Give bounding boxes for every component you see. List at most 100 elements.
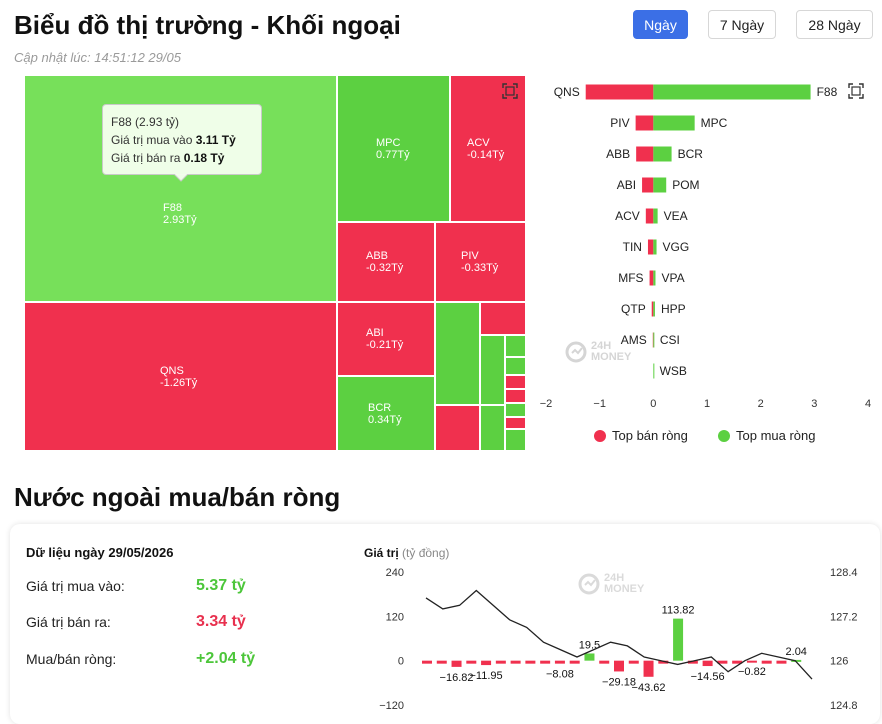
net-bar-label: −14.56 [691, 671, 725, 683]
treemap-tile-bcr[interactable]: BCR 0.34Tỷ [337, 376, 435, 451]
treemap-tile-small[interactable] [480, 335, 505, 405]
y2-tick-label: 126 [830, 656, 848, 668]
sell-label: Giá trị bán ra: [26, 614, 111, 630]
buy-ticker-label: POM [672, 178, 699, 192]
net-bar-label: 19.5 [579, 639, 600, 651]
buy-bar [653, 363, 655, 379]
treemap-tile-small[interactable] [505, 403, 526, 417]
treemap-tile-qns[interactable]: QNS -1.26Tỷ [24, 302, 337, 451]
sell-ticker-label: PIV [610, 116, 629, 130]
watermark-logo: 24H MONEY [578, 573, 644, 595]
sell-bar [635, 115, 654, 131]
sell-ticker-label: TIN [623, 240, 642, 254]
tooltip-buy-value: 3.11 Tỷ [195, 133, 236, 147]
chart-ylabel-text: Giá trị [364, 546, 399, 560]
treemap-tile-small[interactable] [435, 405, 480, 451]
net-bar [584, 653, 595, 661]
treemap-tile-small[interactable] [505, 375, 526, 389]
net-value: +2.04 tỷ [196, 650, 256, 667]
legend-sell-label: Top bán ròng [612, 428, 688, 443]
treemap-tile-small[interactable] [480, 302, 526, 335]
y-tick-label: −120 [379, 700, 404, 712]
x-tick-label: 4 [865, 398, 871, 410]
buy-bar [653, 146, 672, 162]
watermark-line1: 24H [591, 340, 612, 352]
watermark-line2: MONEY [604, 583, 645, 595]
watermark-logo: 24H MONEY [565, 341, 631, 363]
tab-28-days[interactable]: 28 Ngày [796, 10, 873, 39]
net-label: Mua/bán ròng: [26, 651, 117, 667]
y2-tick-label: 124.8 [830, 700, 858, 712]
net-bar-label: −8.08 [546, 669, 574, 681]
tile-value: 0.34Tỷ [368, 413, 402, 426]
treemap: F88 2.93Tỷ MPC 0.77Tỷ ACV -0.14Tỷ ABB -0… [24, 75, 526, 451]
treemap-tile-abi[interactable]: ABI -0.21Tỷ [337, 302, 435, 376]
treemap-tile-small[interactable] [505, 389, 526, 403]
treemap-tile-small[interactable] [505, 429, 526, 451]
tooltip-sell-label: Giá trị bán ra [111, 151, 181, 165]
watermark-text: 24H MONEY [591, 341, 631, 363]
watermark-line1: 24H [604, 572, 625, 584]
tile-ticker: F88 [163, 201, 182, 214]
net-bar [717, 660, 728, 664]
treemap-tile-small[interactable] [480, 405, 505, 451]
buy-bar [653, 84, 811, 100]
x-tick-label: −1 [593, 398, 606, 410]
tile-value: -0.14Tỷ [467, 148, 505, 161]
expand-icon[interactable] [848, 83, 864, 99]
chart-ylabel: Giá trị (tỷ đồng) [364, 546, 449, 560]
net-bar [628, 660, 639, 664]
tooltip-buy: Giá trị mua vào 3.11 Tỷ [111, 131, 253, 149]
net-bar-label: −16.82 [440, 672, 474, 684]
net-bar [422, 660, 432, 664]
treemap-tile-small[interactable] [435, 302, 480, 405]
price-line [425, 589, 813, 680]
tile-value: 0.77Tỷ [376, 148, 410, 161]
legend-sell[interactable]: Top bán ròng [594, 428, 688, 443]
treemap-tile-small[interactable] [505, 357, 526, 375]
sell-ticker-label: ABI [617, 178, 636, 192]
tile-ticker: QNS [160, 364, 184, 377]
treemap-tile-small[interactable] [505, 417, 526, 429]
sell-bar [585, 84, 654, 100]
expand-icon[interactable] [502, 83, 518, 99]
net-bar-label: −43.62 [632, 682, 666, 694]
sell-bar [645, 208, 654, 224]
treemap-tile-small[interactable] [505, 335, 526, 357]
sell-ticker-label: QNS [554, 85, 580, 99]
net-bar [525, 660, 536, 664]
treemap-tile-mpc[interactable]: MPC 0.77Tỷ [337, 75, 450, 222]
sell-bar [649, 270, 654, 286]
treemap-tile-abb[interactable]: ABB -0.32Tỷ [337, 222, 435, 302]
tab-7-days[interactable]: 7 Ngày [708, 10, 776, 39]
tile-value: -0.21Tỷ [366, 339, 404, 351]
tile-ticker: ABI [366, 327, 384, 339]
net-bar-label: −11.95 [470, 670, 503, 682]
legend-buy[interactable]: Top mua ròng [718, 428, 816, 443]
net-bar [481, 660, 492, 666]
net-bar [540, 660, 551, 664]
net-bar [673, 618, 684, 661]
y2-tick-label: 128.4 [830, 567, 858, 579]
net-bar-label: 2.04 [786, 646, 807, 658]
net-bar [451, 660, 462, 667]
buy-value: 5.37 tỷ [196, 577, 246, 594]
legend-sell-dot [594, 429, 606, 442]
y2-tick-label: 127.2 [830, 611, 858, 623]
x-tick-label: 0 [650, 398, 656, 410]
buy-bar [653, 208, 658, 224]
x-tick-label: 2 [758, 398, 764, 410]
treemap-tile-piv[interactable]: PIV -0.33Tỷ [435, 222, 526, 302]
sell-ticker-label: AMS [621, 333, 647, 347]
net-bar [643, 660, 654, 677]
legend-buy-label: Top mua ròng [736, 428, 816, 443]
tab-day[interactable]: Ngày [633, 10, 688, 39]
tile-ticker: PIV [461, 250, 479, 262]
buy-ticker-label: HPP [661, 302, 686, 316]
sell-bar [647, 239, 654, 255]
sell-ticker-label: ACV [615, 209, 640, 223]
treemap-tile-acv[interactable]: ACV -0.14Tỷ [450, 75, 526, 222]
net-bar [687, 660, 698, 664]
net-bar [466, 660, 477, 664]
sell-bar [636, 146, 654, 162]
